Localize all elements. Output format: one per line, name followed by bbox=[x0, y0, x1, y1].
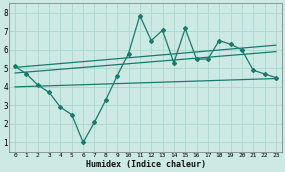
X-axis label: Humidex (Indice chaleur): Humidex (Indice chaleur) bbox=[86, 159, 205, 169]
